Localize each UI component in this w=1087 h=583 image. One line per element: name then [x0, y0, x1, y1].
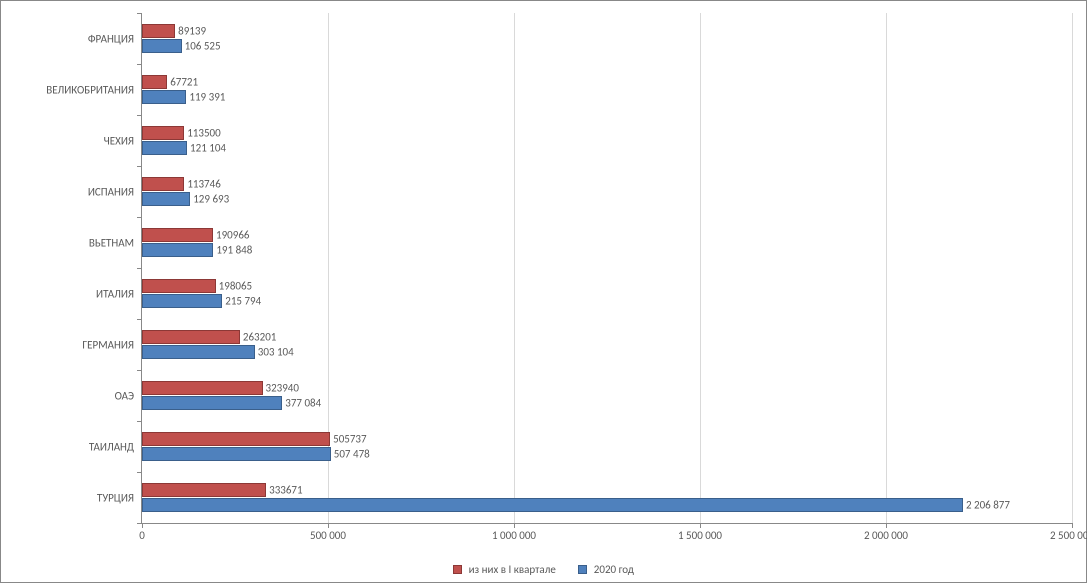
bar-series-a: 333671	[142, 483, 266, 497]
y-tick	[137, 370, 142, 371]
bar-value-label: 215 794	[225, 295, 261, 308]
category-label: ВЕЛИКОБРИТАНИЯ	[46, 83, 134, 96]
y-tick	[137, 472, 142, 473]
bar-series-b: 121 104	[142, 141, 187, 155]
bar-value-label: 333671	[269, 484, 302, 497]
chart-container: 0 500 000 1 000 000 1 500 000 2 000 000 2 500…	[0, 0, 1087, 583]
legend-label-b: 2020 год	[594, 563, 634, 576]
bar-value-label: 191 848	[216, 244, 252, 257]
bar-series-a: 263201	[142, 330, 240, 344]
x-tick-label: 500 000	[310, 529, 346, 542]
bar-series-a: 323940	[142, 381, 263, 395]
x-tick-label: 2 000 000	[864, 529, 908, 542]
y-tick	[137, 523, 142, 524]
bar-series-a: 113500	[142, 126, 184, 140]
bar-value-label: 129 693	[193, 193, 229, 206]
x-tick-label: 1 000 000	[492, 529, 536, 542]
bar-series-b: 303 104	[142, 345, 255, 359]
bar-series-b: 119 391	[142, 90, 186, 104]
x-tick	[700, 523, 701, 528]
category-label: ГЕРМАНИЯ	[82, 338, 134, 351]
bar-value-label: 263201	[243, 331, 276, 344]
bar-series-b: 2 206 877	[142, 498, 963, 512]
bar-series-b: 191 848	[142, 243, 213, 257]
legend-item-series-a: из них в I квартале	[453, 562, 556, 576]
x-tick	[514, 523, 515, 528]
x-tick	[142, 523, 143, 528]
plot-area: 0500 0001 000 0001 500 0002 000 0002 500…	[141, 13, 1072, 524]
bar-series-a: 113746	[142, 177, 184, 191]
legend-label-a: из них в I квартале	[469, 563, 556, 576]
y-tick	[137, 421, 142, 422]
bar-series-b: 215 794	[142, 294, 222, 308]
x-tick-label: 1 500 000	[678, 529, 722, 542]
bar-series-a: 190966	[142, 228, 213, 242]
legend: из них в I квартале 2020 год	[1, 562, 1086, 576]
x-tick-label: 0	[139, 529, 145, 542]
bar-value-label: 198065	[219, 280, 252, 293]
legend-swatch-b	[578, 565, 587, 574]
bar-value-label: 190966	[216, 229, 249, 242]
y-tick	[137, 268, 142, 269]
bar-value-label: 505737	[333, 433, 366, 446]
category-label: ОАЭ	[115, 389, 134, 402]
bar-series-b: 106 525	[142, 39, 182, 53]
bar-value-label: 113500	[187, 127, 220, 140]
y-tick	[137, 319, 142, 320]
bar-series-b: 377 084	[142, 396, 282, 410]
x-tick	[328, 523, 329, 528]
bar-value-label: 119 391	[189, 91, 225, 104]
category-label: ИТАЛИЯ	[96, 287, 134, 300]
y-tick	[137, 115, 142, 116]
bar-value-label: 89139	[178, 25, 206, 38]
bar-series-b: 507 478	[142, 447, 331, 461]
bar-value-label: 377 084	[285, 397, 321, 410]
y-tick	[137, 64, 142, 65]
bar-value-label: 67721	[170, 76, 198, 89]
bar-series-a: 198065	[142, 279, 216, 293]
gridline	[700, 13, 701, 523]
category-label: ЧЕХИЯ	[104, 134, 134, 147]
y-tick	[137, 166, 142, 167]
bar-value-label: 113746	[187, 178, 220, 191]
x-tick-label: 2 500 000	[1050, 529, 1087, 542]
bar-value-label: 106 525	[185, 40, 221, 53]
bar-value-label: 507 478	[334, 448, 370, 461]
gridline	[1072, 13, 1073, 523]
bar-series-b: 129 693	[142, 192, 190, 206]
bar-series-a: 89139	[142, 24, 175, 38]
bar-series-a: 67721	[142, 75, 167, 89]
legend-item-series-b: 2020 год	[578, 562, 634, 576]
bar-series-a: 505737	[142, 432, 330, 446]
y-tick	[137, 13, 142, 14]
category-label: ТАИЛАНД	[89, 440, 134, 453]
gridline	[514, 13, 515, 523]
bar-value-label: 323940	[266, 382, 299, 395]
x-tick	[886, 523, 887, 528]
bar-value-label: 303 104	[258, 346, 294, 359]
category-label: ФРАНЦИЯ	[88, 32, 134, 45]
legend-swatch-a	[453, 565, 462, 574]
gridline	[886, 13, 887, 523]
y-tick	[137, 217, 142, 218]
category-label: ВЬЕТНАМ	[89, 236, 134, 249]
category-label: ИСПАНИЯ	[88, 185, 134, 198]
category-label: ТУРЦИЯ	[97, 491, 134, 504]
x-tick	[1072, 523, 1073, 528]
bar-value-label: 121 104	[190, 142, 226, 155]
bar-value-label: 2 206 877	[966, 499, 1010, 512]
